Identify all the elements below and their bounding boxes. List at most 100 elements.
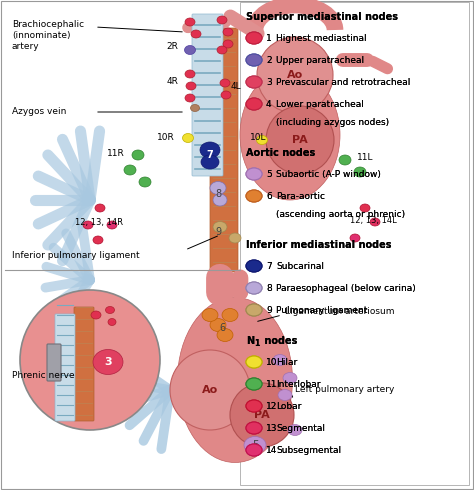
Ellipse shape bbox=[246, 422, 262, 434]
Ellipse shape bbox=[91, 311, 101, 319]
Text: Interlobar: Interlobar bbox=[276, 380, 320, 389]
FancyBboxPatch shape bbox=[74, 307, 94, 421]
Ellipse shape bbox=[246, 304, 262, 316]
Text: 13: 13 bbox=[266, 424, 277, 433]
Ellipse shape bbox=[360, 204, 370, 212]
Text: 9: 9 bbox=[215, 227, 221, 237]
Text: Pulmonary ligament: Pulmonary ligament bbox=[276, 306, 367, 315]
Ellipse shape bbox=[182, 133, 193, 143]
Text: Para-aortic: Para-aortic bbox=[276, 192, 325, 201]
Text: 14: 14 bbox=[266, 446, 277, 455]
Text: (including azygos nodes): (including azygos nodes) bbox=[276, 118, 389, 127]
Text: Brachiocephalic
(innominate)
artery: Brachiocephalic (innominate) artery bbox=[12, 20, 84, 51]
Ellipse shape bbox=[288, 424, 302, 436]
Text: 12: 12 bbox=[266, 402, 277, 411]
Text: Subcarinal: Subcarinal bbox=[276, 262, 324, 271]
Text: Lobar: Lobar bbox=[276, 402, 301, 411]
Circle shape bbox=[257, 37, 333, 113]
Ellipse shape bbox=[108, 318, 116, 325]
Text: 12, 13, 14L: 12, 13, 14L bbox=[350, 216, 397, 224]
Ellipse shape bbox=[350, 234, 360, 242]
Text: Upper paratracheal: Upper paratracheal bbox=[276, 56, 364, 65]
Ellipse shape bbox=[246, 76, 262, 88]
Text: Para-aortic: Para-aortic bbox=[276, 192, 325, 201]
Text: 2: 2 bbox=[266, 56, 272, 65]
FancyBboxPatch shape bbox=[47, 344, 61, 381]
Ellipse shape bbox=[220, 79, 230, 87]
Ellipse shape bbox=[213, 221, 227, 232]
Text: Superior mediastinal nodes: Superior mediastinal nodes bbox=[246, 12, 398, 22]
Text: 4: 4 bbox=[266, 100, 272, 109]
Text: 10R: 10R bbox=[157, 133, 175, 143]
Text: 4R: 4R bbox=[166, 77, 178, 87]
Text: Subaortic (A-P window): Subaortic (A-P window) bbox=[276, 170, 381, 179]
Text: Segmental: Segmental bbox=[276, 424, 325, 433]
Text: Lower paratracheal: Lower paratracheal bbox=[276, 100, 364, 109]
Text: Ao: Ao bbox=[287, 70, 303, 80]
Text: 9: 9 bbox=[266, 306, 272, 315]
Text: Ligamentum arteriosum: Ligamentum arteriosum bbox=[285, 308, 394, 317]
Text: 7: 7 bbox=[266, 262, 272, 271]
Ellipse shape bbox=[191, 30, 201, 38]
Text: Superior mediastinal nodes: Superior mediastinal nodes bbox=[246, 12, 398, 22]
Ellipse shape bbox=[246, 304, 262, 316]
Text: 1: 1 bbox=[254, 339, 259, 348]
Text: 13: 13 bbox=[266, 424, 277, 433]
Ellipse shape bbox=[246, 98, 262, 110]
Text: 4: 4 bbox=[266, 100, 272, 109]
Text: Subaortic (A-P window): Subaortic (A-P window) bbox=[276, 170, 381, 179]
Text: 12, 13, 14R: 12, 13, 14R bbox=[75, 218, 123, 226]
Text: Subsegmental: Subsegmental bbox=[276, 446, 341, 455]
Text: 4L: 4L bbox=[231, 82, 242, 92]
Ellipse shape bbox=[246, 378, 262, 390]
Ellipse shape bbox=[339, 155, 351, 165]
Text: 11: 11 bbox=[266, 380, 277, 389]
Text: 10: 10 bbox=[266, 358, 277, 367]
FancyBboxPatch shape bbox=[240, 2, 469, 485]
Text: 7: 7 bbox=[266, 262, 272, 271]
Circle shape bbox=[266, 106, 334, 174]
Text: 2: 2 bbox=[266, 56, 272, 65]
Ellipse shape bbox=[221, 91, 231, 99]
Ellipse shape bbox=[273, 354, 287, 366]
Ellipse shape bbox=[213, 194, 227, 206]
Ellipse shape bbox=[246, 356, 262, 368]
Text: Inferior mediastinal nodes: Inferior mediastinal nodes bbox=[246, 240, 392, 250]
Ellipse shape bbox=[223, 40, 233, 48]
Ellipse shape bbox=[223, 28, 233, 36]
Ellipse shape bbox=[278, 390, 292, 400]
Ellipse shape bbox=[201, 155, 219, 169]
Ellipse shape bbox=[246, 54, 262, 66]
Text: Highest mediastinal: Highest mediastinal bbox=[276, 34, 366, 43]
Ellipse shape bbox=[132, 150, 144, 160]
Circle shape bbox=[170, 350, 250, 430]
Text: 1: 1 bbox=[266, 34, 272, 43]
Ellipse shape bbox=[185, 18, 195, 26]
Text: Paraesophageal (below carina): Paraesophageal (below carina) bbox=[276, 284, 416, 293]
Ellipse shape bbox=[210, 181, 226, 195]
FancyBboxPatch shape bbox=[55, 314, 75, 421]
Ellipse shape bbox=[246, 260, 262, 272]
Ellipse shape bbox=[246, 282, 262, 294]
Text: 3: 3 bbox=[104, 357, 112, 367]
Ellipse shape bbox=[191, 104, 200, 112]
Ellipse shape bbox=[124, 165, 136, 175]
Text: N: N bbox=[246, 336, 254, 346]
Ellipse shape bbox=[246, 32, 262, 44]
Text: 6: 6 bbox=[219, 323, 225, 333]
Text: Phrenic nerve: Phrenic nerve bbox=[12, 370, 74, 379]
Circle shape bbox=[20, 290, 160, 430]
FancyArrowPatch shape bbox=[188, 23, 225, 27]
Ellipse shape bbox=[246, 260, 262, 272]
Ellipse shape bbox=[139, 177, 151, 187]
Text: Subcarinal: Subcarinal bbox=[276, 262, 324, 271]
Text: Aortic nodes: Aortic nodes bbox=[246, 148, 315, 158]
Text: 11R: 11R bbox=[107, 148, 125, 157]
Text: Upper paratracheal: Upper paratracheal bbox=[276, 56, 364, 65]
FancyBboxPatch shape bbox=[192, 14, 223, 176]
Ellipse shape bbox=[93, 236, 103, 244]
Ellipse shape bbox=[246, 356, 262, 368]
Text: 14: 14 bbox=[266, 446, 277, 455]
Text: (including azygos nodes): (including azygos nodes) bbox=[276, 118, 389, 127]
Ellipse shape bbox=[186, 82, 196, 90]
